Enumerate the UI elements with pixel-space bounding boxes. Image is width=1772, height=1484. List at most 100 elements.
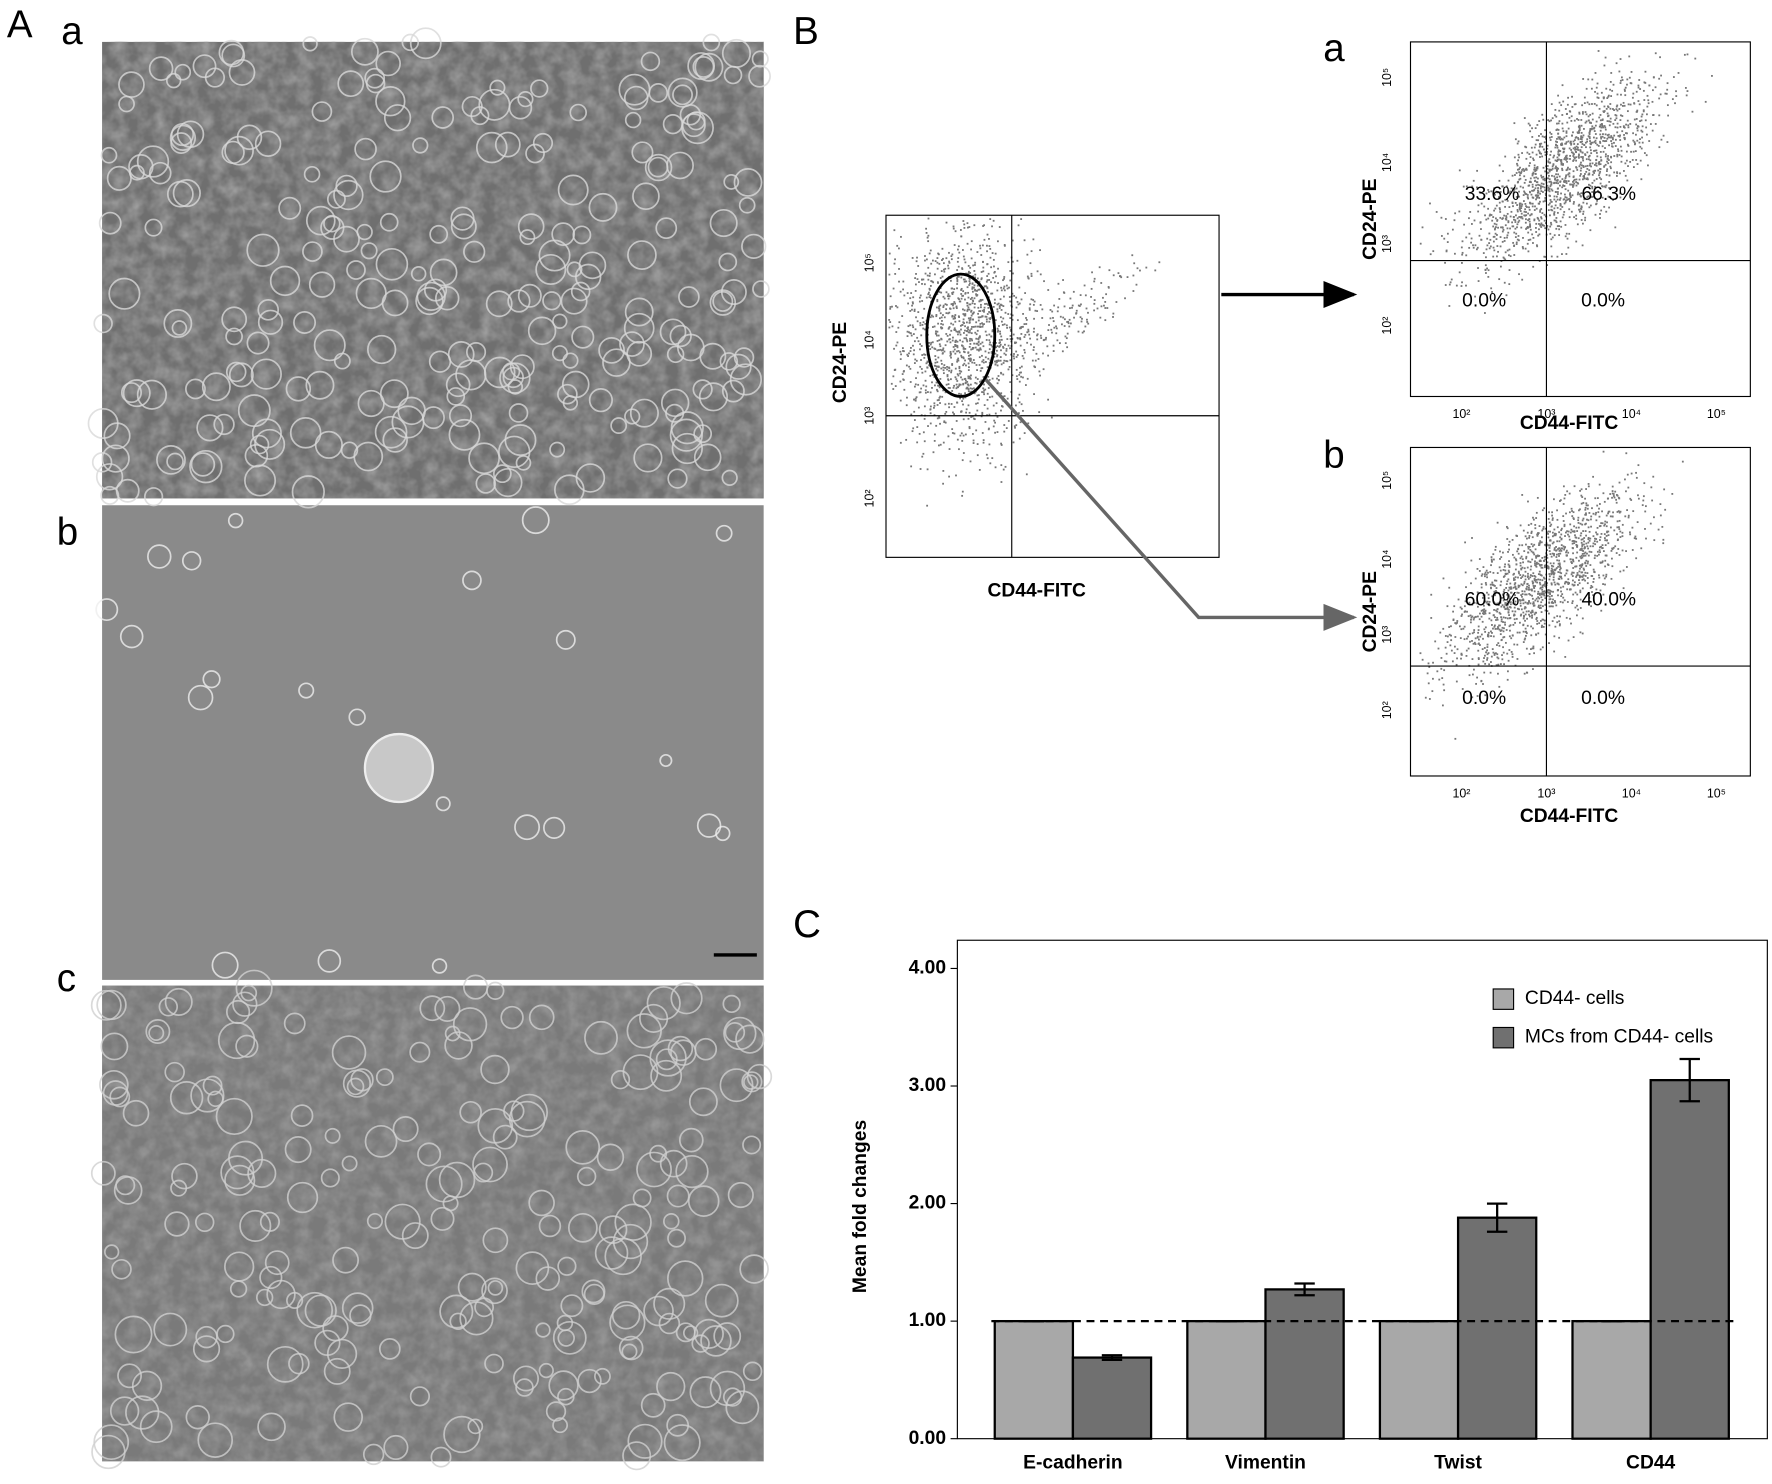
event-dot — [1469, 614, 1472, 617]
cell — [136, 379, 168, 410]
event-dot — [1578, 570, 1581, 573]
event-dot — [1513, 231, 1516, 234]
event-dot — [1494, 232, 1497, 235]
event-dot — [951, 293, 954, 295]
event-dot — [1554, 190, 1557, 193]
event-dot — [1589, 537, 1592, 540]
event-dot — [1564, 494, 1567, 496]
event-dot — [1477, 267, 1479, 269]
event-dot — [1051, 331, 1053, 334]
event-dot — [1421, 658, 1424, 661]
event-dot — [1494, 207, 1497, 210]
event-dot — [1557, 153, 1560, 156]
event-dot — [1671, 493, 1674, 495]
event-dot — [1536, 196, 1538, 199]
event-dot — [1029, 303, 1032, 306]
event-dot — [1544, 609, 1547, 612]
event-dot — [1598, 174, 1600, 177]
event-dot — [896, 306, 899, 309]
event-dot — [932, 315, 935, 318]
event-dot — [1514, 138, 1517, 141]
event-dot — [1571, 510, 1573, 512]
event-dot — [1521, 566, 1524, 569]
event-dot — [1529, 177, 1532, 180]
event-dot — [1550, 523, 1553, 526]
event-dot — [1576, 572, 1579, 574]
event-dot — [1558, 540, 1561, 543]
cell — [691, 1334, 710, 1353]
event-dot — [934, 364, 937, 367]
event-dot — [1625, 159, 1628, 162]
event-dot — [1539, 559, 1542, 562]
event-dot — [1532, 627, 1534, 630]
y-tick-label: 10² — [1380, 317, 1394, 335]
cell — [409, 27, 442, 60]
event-dot — [1615, 501, 1618, 504]
event-dot — [1548, 605, 1551, 608]
event-dot — [1519, 185, 1522, 188]
event-dot — [1558, 562, 1561, 565]
event-dot — [1551, 117, 1554, 120]
cell — [486, 981, 505, 1000]
event-dot — [1533, 146, 1536, 149]
event-dot — [967, 383, 970, 386]
event-dot — [1069, 322, 1072, 325]
event-dot — [1083, 284, 1086, 287]
cell — [401, 1222, 429, 1250]
event-dot — [1522, 194, 1525, 196]
event-dot — [1513, 577, 1515, 580]
cell — [567, 1212, 598, 1243]
event-dot — [1619, 196, 1622, 199]
event-dot — [998, 307, 1001, 309]
event-dot — [1526, 196, 1529, 199]
event-dot — [1464, 571, 1467, 574]
cell — [429, 224, 449, 244]
event-dot — [962, 397, 965, 400]
event-dot — [918, 391, 921, 394]
event-dot — [1057, 306, 1060, 309]
event-dot — [1558, 228, 1561, 231]
event-dot — [1527, 610, 1530, 613]
event-dot — [956, 380, 959, 382]
event-dot — [967, 317, 970, 320]
event-dot — [1526, 531, 1529, 534]
event-dot — [950, 258, 953, 261]
event-dot — [1505, 587, 1508, 589]
event-dot — [1467, 635, 1469, 638]
event-dot — [1452, 610, 1454, 613]
x-tick-label: 10⁵ — [1707, 407, 1726, 421]
event-dot — [982, 345, 985, 348]
event-dot — [1586, 582, 1589, 585]
event-dot — [1614, 226, 1617, 229]
event-dot — [942, 349, 944, 351]
event-dot — [1560, 538, 1563, 541]
event-dot — [933, 347, 936, 350]
event-dot — [1491, 648, 1494, 651]
cell — [666, 345, 685, 364]
cell — [639, 1003, 669, 1033]
event-dot — [1010, 300, 1012, 303]
event-dot — [936, 361, 939, 364]
cell — [725, 1390, 760, 1425]
cell — [693, 424, 713, 444]
event-dot — [1582, 78, 1585, 80]
event-dot — [1487, 631, 1490, 634]
event-dot — [1654, 123, 1657, 125]
event-dot — [1020, 403, 1023, 406]
event-dot — [929, 272, 931, 275]
event-dot — [1071, 304, 1074, 307]
event-dot — [1476, 602, 1478, 605]
event-dot — [1485, 569, 1488, 572]
event-dot — [1563, 523, 1566, 526]
event-dot — [962, 418, 965, 421]
event-dot — [1573, 525, 1575, 528]
event-dot — [960, 376, 962, 379]
event-dot — [1547, 594, 1549, 597]
event-dot — [1562, 130, 1565, 133]
event-dot — [1055, 332, 1058, 335]
event-dot — [1562, 198, 1565, 201]
event-dot — [938, 291, 941, 293]
event-dot — [1518, 190, 1520, 193]
event-dot — [1036, 310, 1039, 312]
event-dot — [1503, 627, 1505, 630]
